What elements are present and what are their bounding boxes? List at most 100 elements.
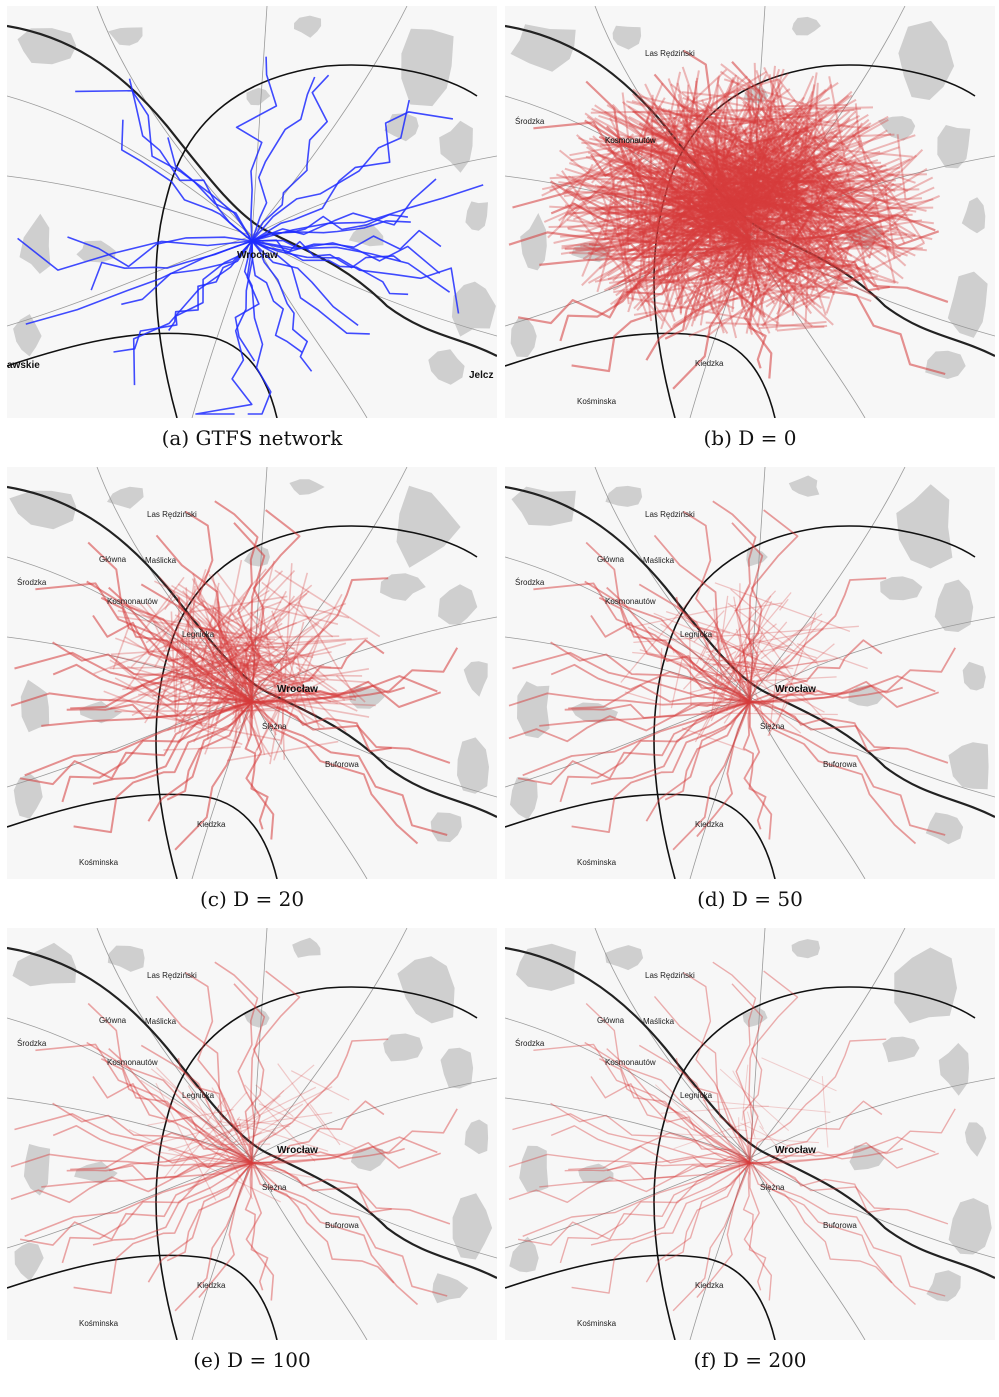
connection-edge	[593, 211, 766, 216]
connection-edge	[241, 698, 353, 713]
connection-edge	[206, 610, 318, 704]
connection-edge	[613, 184, 742, 308]
urban-area	[896, 484, 953, 569]
connection-edge	[682, 96, 835, 152]
connection-edge	[280, 563, 293, 745]
fitted-route	[749, 1162, 949, 1225]
road	[749, 1157, 866, 1340]
fitted-route	[512, 190, 751, 243]
connection-edge	[603, 248, 681, 292]
connection-edge	[735, 170, 756, 201]
connection-edge	[243, 679, 266, 756]
connection-edge	[695, 207, 765, 338]
road	[7, 1097, 253, 1159]
caption-e: (e) D = 100	[193, 1348, 311, 1372]
connection-edge	[733, 291, 753, 327]
city-label: Wrocław	[237, 250, 278, 261]
connection-edge	[607, 207, 740, 291]
connection-edge	[776, 324, 828, 332]
fitted-route	[590, 1162, 751, 1246]
road	[251, 155, 497, 237]
connection-edge	[241, 1064, 315, 1127]
connection-edge	[673, 184, 790, 223]
connection-edge	[608, 160, 635, 302]
connection-edge	[553, 199, 739, 244]
fitted-route	[86, 1041, 253, 1164]
urban-area	[432, 1273, 469, 1304]
connection-edge	[739, 1122, 800, 1152]
connection-edge	[739, 661, 780, 674]
connection-edge	[720, 157, 843, 224]
connection-edge	[632, 174, 715, 236]
connection-edge	[233, 1112, 333, 1128]
connection-edge	[231, 668, 254, 720]
fitted-route	[585, 1002, 751, 1164]
connection-edge	[680, 150, 881, 217]
connection-edge	[124, 602, 325, 728]
connection-edge	[705, 109, 809, 184]
connection-edge	[543, 96, 830, 223]
connection-edge	[754, 643, 835, 712]
road	[505, 556, 751, 698]
connection-edge	[795, 187, 800, 248]
connection-edge	[684, 235, 733, 278]
connection-edge	[805, 208, 910, 309]
connection-edge	[624, 211, 747, 254]
gtfs-route	[67, 236, 253, 268]
connection-edge	[598, 137, 827, 270]
connection-edge	[644, 215, 767, 318]
connection-edge	[669, 644, 675, 654]
connection-edge	[709, 146, 900, 212]
fitted-route	[731, 522, 764, 703]
connection-edge	[592, 135, 813, 328]
fitted-route	[52, 641, 253, 703]
connection-edge	[740, 189, 796, 211]
connection-edge	[237, 706, 259, 730]
connection-edge	[681, 727, 746, 752]
connection-edge	[714, 266, 795, 279]
connection-edge	[655, 71, 682, 177]
connection-edge	[601, 189, 892, 249]
connection-edge	[630, 118, 838, 181]
connection-edge	[203, 636, 242, 712]
connection-edge	[633, 275, 878, 316]
connection-edge	[691, 227, 725, 334]
connection-edge	[724, 148, 740, 161]
connection-edge	[651, 116, 676, 233]
connection-edge	[671, 205, 733, 218]
connection-edge	[158, 575, 245, 668]
connection-edge	[703, 132, 892, 197]
connection-edge	[217, 1120, 255, 1131]
connection-edge	[763, 153, 772, 205]
connection-edge	[660, 1105, 769, 1114]
place-label: Kiedzka	[695, 820, 724, 829]
connection-edge	[688, 194, 876, 201]
connection-edge	[851, 133, 925, 244]
connection-edge	[229, 622, 283, 661]
connection-edge	[677, 93, 721, 245]
ring-road	[155, 986, 478, 1340]
connection-edge	[745, 641, 764, 684]
connection-edge	[710, 660, 741, 722]
connection-edge	[749, 216, 756, 277]
gtfs-route	[234, 240, 260, 362]
connection-edge	[730, 588, 819, 666]
connection-edge	[612, 164, 736, 282]
fitted-route	[73, 1162, 253, 1294]
connection-edge	[714, 206, 759, 269]
connection-edge	[627, 141, 684, 313]
connection-edge	[701, 140, 734, 222]
connection-edge	[618, 157, 823, 282]
connection-edge	[651, 202, 718, 241]
connection-edge	[671, 70, 700, 220]
connection-edge	[573, 130, 790, 221]
fitted-route	[550, 1125, 751, 1164]
connection-edge	[727, 200, 744, 246]
connection-edge	[743, 183, 789, 235]
connection-edge	[725, 218, 758, 221]
connection-edge	[616, 192, 766, 286]
connection-edge	[659, 128, 783, 192]
connection-edge	[675, 228, 765, 277]
connection-edge	[740, 105, 813, 253]
connection-edge	[708, 592, 792, 692]
